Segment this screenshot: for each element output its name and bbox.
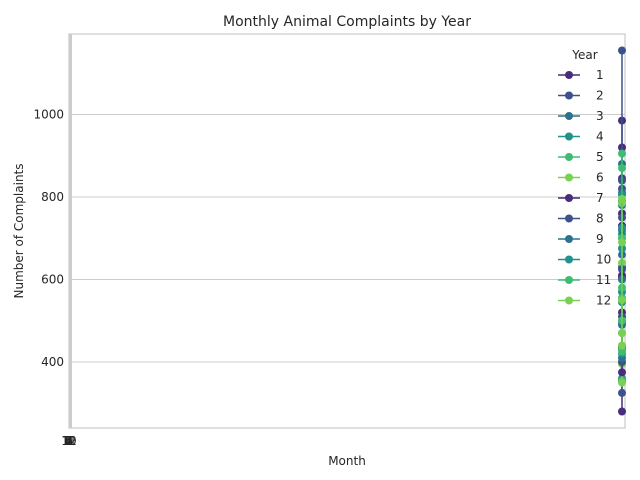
plot-frame — [68, 33, 626, 429]
data-point — [618, 347, 626, 356]
legend-item-3: 3 — [558, 109, 604, 123]
legend-marker — [565, 214, 573, 223]
series-layer — [618, 46, 626, 416]
legend-label: 11 — [596, 273, 611, 287]
legend-marker — [565, 255, 573, 264]
legend-item-8: 8 — [558, 212, 604, 226]
data-point — [618, 238, 626, 247]
y-tick-label: 800 — [41, 190, 64, 204]
legend-label: 5 — [596, 150, 604, 164]
legend-item-10: 10 — [558, 253, 611, 267]
legend-marker — [565, 235, 573, 243]
legend-label: 4 — [596, 130, 604, 144]
x-tick-label: 8 — [65, 434, 73, 448]
legend-item-5: 5 — [558, 150, 604, 164]
legend-marker — [565, 91, 573, 100]
legend-label: 3 — [596, 109, 604, 123]
x-tick-label: 3 — [65, 434, 73, 448]
data-point — [618, 388, 626, 397]
legend-title: Year — [571, 48, 597, 62]
series-12 — [618, 195, 626, 350]
legend-item-6: 6 — [558, 171, 604, 185]
legend-item-12: 12 — [558, 294, 611, 308]
data-point — [618, 368, 626, 377]
legend-marker — [565, 296, 573, 305]
data-point — [618, 149, 626, 158]
chart-title: Monthly Animal Complaints by Year — [223, 14, 471, 30]
x-tick-label: 10 — [61, 434, 76, 448]
legend-marker — [565, 153, 573, 161]
data-point — [618, 46, 626, 55]
legend-marker — [565, 112, 573, 120]
legend-marker — [565, 173, 573, 182]
data-point — [618, 407, 626, 416]
x-tick-label: 12 — [61, 434, 76, 448]
x-tick-label: 6 — [65, 434, 73, 448]
y-ticks: 400 600 800 1000 — [33, 107, 64, 369]
legend-label: 6 — [596, 171, 604, 185]
legend-item-11: 11 — [558, 273, 611, 287]
y-tick-label: 1000 — [33, 107, 64, 121]
legend-item-1: 1 — [558, 68, 604, 82]
y-axis-label: Number of Complaints — [12, 163, 26, 298]
legend-marker — [565, 276, 573, 284]
data-point — [618, 329, 626, 338]
legend-label: 10 — [596, 253, 611, 267]
data-point — [618, 341, 626, 350]
x-tick-label: 2 — [65, 434, 73, 448]
legend-item-4: 4 — [558, 130, 604, 144]
y-tick-label: 600 — [41, 272, 64, 286]
legend-label: 7 — [596, 191, 604, 205]
x-tick-label: 5 — [65, 434, 73, 448]
data-point — [618, 195, 626, 203]
legend-item-7: 7 — [558, 191, 604, 205]
data-point — [618, 296, 626, 305]
legend-label: 2 — [596, 89, 604, 103]
legend-label: 8 — [596, 212, 604, 226]
legend-marker — [565, 194, 573, 202]
x-tick-label: 9 — [65, 434, 73, 448]
x-tick-label: 7 — [65, 434, 73, 448]
x-tick-label: 4 — [65, 434, 73, 448]
legend-label: 12 — [596, 294, 611, 308]
x-tick-label: 1 — [65, 434, 73, 448]
legend-marker — [565, 71, 573, 79]
data-point — [618, 378, 626, 387]
grid-layer — [69, 113, 625, 363]
legend-item-2: 2 — [558, 89, 604, 103]
y-tick-label: 400 — [41, 355, 64, 369]
legend-item-9: 9 — [558, 232, 604, 246]
x-tick-label: 11 — [61, 434, 76, 448]
x-axis-label: Month — [328, 454, 366, 468]
left-spine-band — [69, 34, 72, 428]
legend-marker — [565, 132, 573, 141]
legend-label: 1 — [596, 68, 604, 82]
legend-label: 9 — [596, 232, 604, 246]
